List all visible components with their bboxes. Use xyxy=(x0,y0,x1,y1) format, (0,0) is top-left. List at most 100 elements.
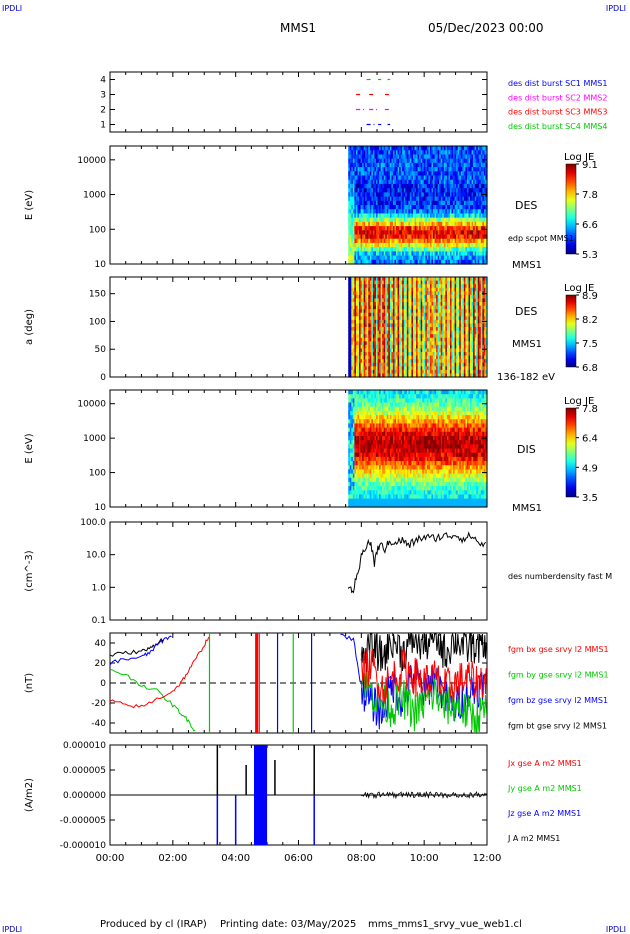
heatmap-cell xyxy=(374,205,377,210)
heatmap-cell xyxy=(465,302,468,307)
heatmap-cell xyxy=(365,188,368,193)
heatmap-cell xyxy=(449,284,453,289)
heatmap-cell xyxy=(420,366,423,371)
heatmap-cell xyxy=(352,167,356,172)
heatmap-cell xyxy=(386,287,389,292)
heatmap-cell xyxy=(439,209,442,215)
heatmap-cell xyxy=(442,291,445,296)
heatmap-cell xyxy=(397,327,400,332)
heatmap-cell xyxy=(382,188,385,193)
heatmap-cell xyxy=(456,221,459,227)
heatmap-cell xyxy=(459,171,462,177)
heatmap-cell xyxy=(371,284,374,289)
heatmap-cell xyxy=(403,150,406,156)
heatmap-cell xyxy=(433,158,436,164)
heatmap-cell xyxy=(400,162,403,168)
heatmap-cell xyxy=(462,175,465,181)
heatmap-cell xyxy=(433,298,436,303)
heatmap-cell xyxy=(375,205,379,210)
heatmap-cell xyxy=(379,294,382,300)
heatmap-cell xyxy=(437,238,440,244)
heatmap-cell xyxy=(473,158,476,164)
heatmap-cell xyxy=(453,277,456,282)
heatmap-cell xyxy=(443,238,446,244)
heatmap-cell xyxy=(388,284,391,289)
heatmap-cell xyxy=(355,150,359,156)
heatmap-cell xyxy=(403,287,406,292)
heatmap-cell xyxy=(437,287,440,292)
heatmap-cell xyxy=(382,221,385,227)
heatmap-cell xyxy=(403,312,406,317)
heatmap-cell xyxy=(434,217,437,223)
heatmap-cell xyxy=(465,179,468,185)
heatmap-cell xyxy=(409,312,413,317)
heatmap-cell xyxy=(439,309,442,314)
heatmap-cell xyxy=(428,344,431,350)
heatmap-cell xyxy=(437,226,440,231)
heatmap-cell xyxy=(383,327,386,332)
panel-frame-top-1 xyxy=(109,145,488,265)
heatmap-cell xyxy=(445,146,448,151)
heatmap-cell xyxy=(365,298,368,303)
heatmap-cell xyxy=(420,209,423,215)
heatmap-cell xyxy=(463,291,467,296)
heatmap-cell xyxy=(354,298,357,303)
heatmap-cell xyxy=(366,238,369,244)
heatmap-cell xyxy=(445,334,448,339)
heatmap-cell xyxy=(436,154,439,160)
heatmap-cell xyxy=(408,337,411,342)
heatmap-cell xyxy=(397,334,400,339)
heatmap-cell xyxy=(386,154,389,160)
heatmap-cell xyxy=(371,348,374,353)
heatmap-cell xyxy=(436,175,439,181)
heatmap-cell xyxy=(446,209,450,215)
heatmap-cell xyxy=(417,327,420,332)
heatmap-cell xyxy=(348,188,351,193)
heatmap-cell xyxy=(453,226,456,231)
heatmap-cell xyxy=(451,302,454,307)
heatmap-cell xyxy=(362,298,365,303)
heatmap-cell xyxy=(425,359,428,364)
heatmap-cell xyxy=(471,348,474,353)
heatmap-cell xyxy=(392,146,396,151)
heatmap-cell xyxy=(375,171,379,177)
heatmap-cell xyxy=(442,221,445,227)
heatmap-cell xyxy=(372,167,376,172)
heatmap-cell xyxy=(454,158,457,164)
heatmap-cell xyxy=(383,171,386,177)
heatmap-cell xyxy=(371,251,374,257)
heatmap-cell xyxy=(406,175,409,181)
heatmap-cell xyxy=(377,230,380,236)
heatmap-cell xyxy=(382,352,385,357)
heatmap-cell xyxy=(377,175,380,181)
heatmap-cell xyxy=(352,259,356,265)
heatmap-cell xyxy=(414,327,417,332)
heatmap-cell xyxy=(416,230,419,236)
heatmap-cell xyxy=(402,280,405,285)
heatmap-cell xyxy=(371,234,374,240)
heatmap-cell xyxy=(396,294,399,300)
heatmap-cell xyxy=(477,226,480,231)
heatmap-cell xyxy=(462,226,465,231)
heatmap-cell xyxy=(454,205,457,210)
heatmap-cell xyxy=(411,255,414,261)
heatmap-cell xyxy=(360,280,363,285)
heatmap-cell xyxy=(369,255,372,261)
heatmap-cell xyxy=(352,150,356,156)
heatmap-cell xyxy=(482,205,485,210)
heatmap-cell xyxy=(351,334,354,339)
heatmap-cell xyxy=(417,226,420,231)
heatmap-cell xyxy=(425,319,428,325)
heatmap-cell xyxy=(408,323,411,328)
heatmap-cell xyxy=(388,247,391,252)
heatmap-cell xyxy=(459,226,462,231)
heatmap-cell xyxy=(448,355,451,360)
heatmap-cell xyxy=(362,205,365,210)
heatmap-cell xyxy=(400,259,403,265)
heatmap-cell xyxy=(382,284,385,289)
heatmap-cell xyxy=(348,217,351,223)
heatmap-cell xyxy=(440,359,443,364)
heatmap-cell xyxy=(445,373,448,378)
heatmap-cell xyxy=(416,305,419,310)
heatmap-cell xyxy=(449,221,453,227)
